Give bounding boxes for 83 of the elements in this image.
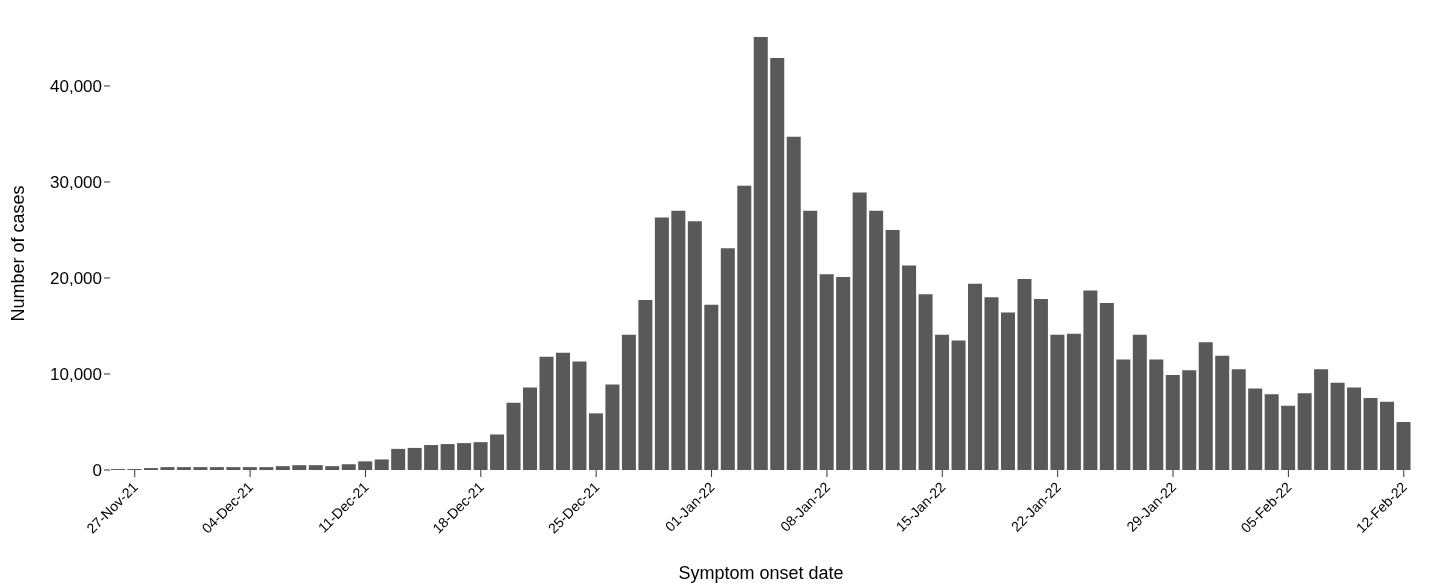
bar xyxy=(275,466,290,470)
bar xyxy=(1099,302,1114,470)
bar xyxy=(572,361,587,470)
bar xyxy=(621,334,636,470)
bar xyxy=(457,443,472,470)
y-tick-label: 20,000 xyxy=(50,269,102,289)
bar xyxy=(391,448,406,470)
bar xyxy=(209,467,224,470)
bar xyxy=(325,466,340,470)
y-tick-label: 30,000 xyxy=(50,173,102,193)
bar xyxy=(918,294,933,470)
bar xyxy=(654,217,669,470)
bar xyxy=(176,467,191,470)
y-axis-title: Number of cases xyxy=(8,185,29,322)
bar xyxy=(1396,422,1411,470)
bar xyxy=(1314,369,1329,470)
bar xyxy=(1330,382,1345,470)
bar xyxy=(836,277,851,470)
bar xyxy=(523,387,538,470)
bar xyxy=(473,442,488,470)
bar xyxy=(1248,388,1263,470)
bar xyxy=(638,300,653,470)
bar xyxy=(555,352,570,470)
bar xyxy=(1347,387,1362,470)
bar xyxy=(1083,290,1098,470)
y-tick-label: 10,000 xyxy=(50,365,102,385)
bar xyxy=(1033,299,1048,470)
bar xyxy=(193,467,208,470)
bar xyxy=(984,297,999,470)
bar xyxy=(1380,401,1395,470)
bar xyxy=(1215,355,1230,470)
bar xyxy=(539,356,554,470)
bar xyxy=(292,465,307,470)
bar xyxy=(1000,312,1015,470)
x-axis-title: Symptom onset date xyxy=(678,563,844,583)
y-tick-label: 40,000 xyxy=(50,77,102,96)
bar xyxy=(1132,334,1147,470)
bar xyxy=(786,136,801,470)
bar xyxy=(737,185,752,470)
bar xyxy=(506,402,521,470)
bar xyxy=(424,445,439,470)
bar xyxy=(226,467,241,470)
bar xyxy=(869,210,884,470)
bar xyxy=(1165,374,1180,470)
bar xyxy=(1050,334,1065,470)
bar xyxy=(803,210,818,470)
bar xyxy=(374,459,389,470)
bar xyxy=(341,464,356,470)
bar xyxy=(1116,359,1131,470)
bar xyxy=(968,283,983,470)
bar xyxy=(753,37,768,470)
bar xyxy=(885,229,900,470)
bar xyxy=(1198,342,1213,470)
bar xyxy=(358,461,373,470)
bar xyxy=(259,467,274,470)
bar xyxy=(1182,370,1197,470)
bar xyxy=(1281,405,1296,470)
bar xyxy=(605,384,620,470)
bar xyxy=(704,304,719,470)
bar xyxy=(160,467,175,470)
bar xyxy=(951,340,966,470)
bar xyxy=(720,248,735,470)
bar xyxy=(407,447,422,470)
bar xyxy=(1264,394,1279,470)
bar xyxy=(852,192,867,470)
bar xyxy=(819,274,834,470)
bar xyxy=(1231,369,1246,470)
bar xyxy=(902,265,917,470)
bar xyxy=(1066,333,1081,470)
bar xyxy=(308,465,323,470)
bar xyxy=(440,444,455,470)
bar xyxy=(1149,359,1164,470)
bar xyxy=(1363,397,1378,470)
bar xyxy=(1017,278,1032,470)
bar xyxy=(1297,393,1312,470)
bar xyxy=(671,210,686,470)
bar xyxy=(242,467,257,470)
y-tick-label: 0 xyxy=(92,461,102,481)
bar xyxy=(490,434,505,470)
bar xyxy=(935,334,950,470)
bar xyxy=(588,413,603,470)
bar xyxy=(687,221,702,470)
bar xyxy=(770,58,785,470)
